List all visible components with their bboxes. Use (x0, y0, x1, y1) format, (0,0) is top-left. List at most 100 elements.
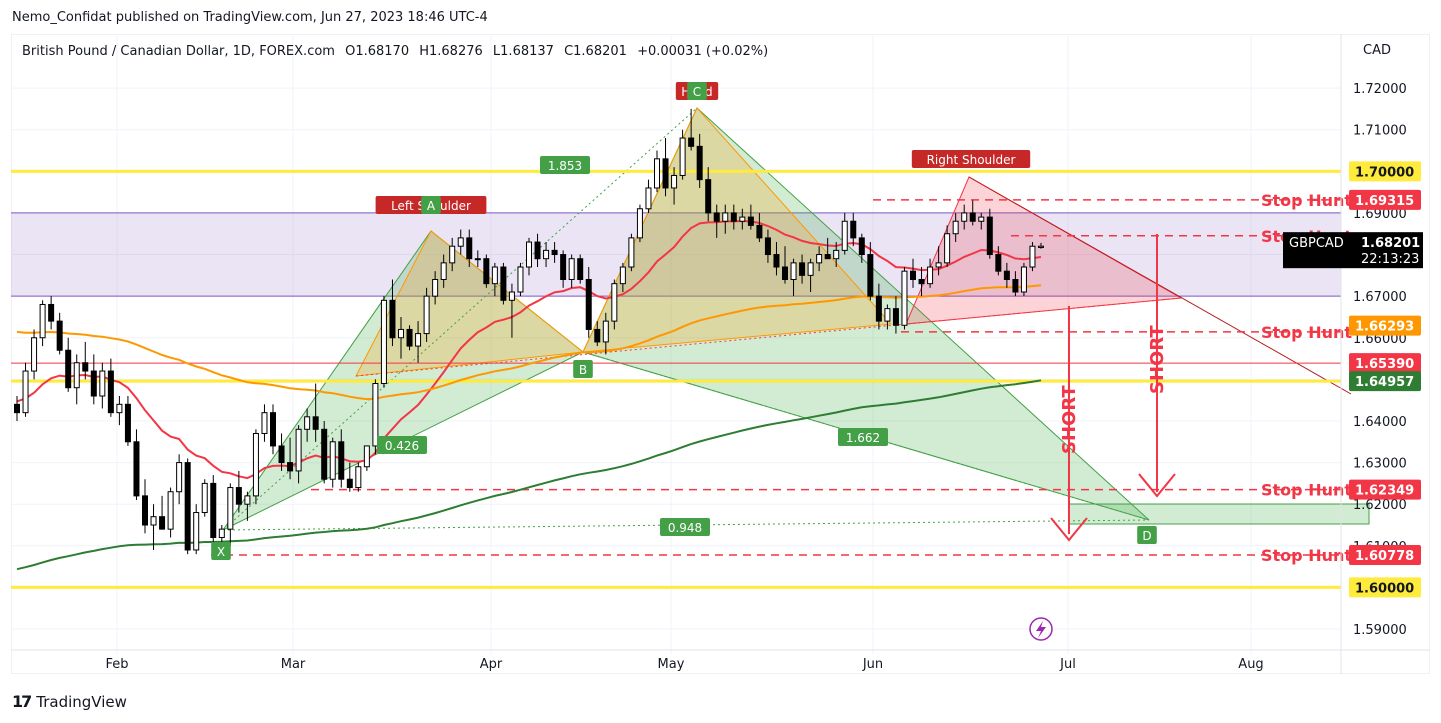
short-arrow-1-head (1050, 517, 1088, 542)
candle-body (107, 370, 114, 414)
candle-body (398, 328, 404, 339)
tradingview-wordmark: TradingView (36, 692, 127, 711)
candle-body (235, 487, 242, 505)
candle-body (1003, 270, 1010, 281)
candle-body (679, 137, 686, 176)
candle-body (227, 487, 234, 530)
point-c-label-bg (687, 82, 707, 100)
candle-body (116, 403, 123, 414)
y-tick-label: 1.59000 (1353, 623, 1407, 638)
stop-hunt-label: Stop Hunt (1261, 481, 1352, 500)
y-tick-label: 1.71000 (1353, 124, 1407, 139)
candle-body (901, 270, 908, 326)
candle-body (688, 137, 695, 147)
candle-body (159, 516, 166, 530)
price-tag: 1.65390 (1355, 357, 1414, 372)
candle-body (910, 270, 916, 281)
candle-body (645, 187, 652, 210)
candle-body (48, 303, 55, 322)
candle-body (491, 266, 498, 285)
candle-body (671, 174, 678, 189)
short-arrow-2-head (1138, 473, 1176, 498)
candle-body (628, 237, 635, 268)
candle-body (82, 362, 89, 372)
candle-body (372, 383, 379, 447)
candle-body (782, 266, 788, 281)
ohlc-high: H1.68276 (419, 44, 483, 59)
candle-body (150, 516, 157, 526)
candle-body (662, 158, 669, 189)
candle-body (961, 212, 968, 222)
ratio-label-bg (540, 156, 590, 174)
candle-body (167, 491, 174, 530)
short-label: SHORT (1147, 325, 1168, 394)
tradingview-logo-icon: 17 (12, 692, 32, 711)
stop-hunt-label: Stop Hunt (1261, 323, 1352, 342)
candle-body (986, 216, 993, 256)
candle-body (790, 262, 797, 281)
candle-body (850, 220, 857, 239)
candle-body (432, 279, 439, 297)
neckline (355, 297, 1182, 377)
candle-body (585, 279, 592, 330)
resistance-zone (11, 212, 1341, 297)
candle-body (99, 370, 106, 397)
candle-body (449, 245, 456, 264)
price-tag: 1.60778 (1355, 549, 1414, 564)
candle-body (321, 428, 328, 480)
candle-body (252, 432, 259, 497)
candle-body (90, 370, 97, 397)
stop-hunt-label: Stop Hunt (1261, 191, 1352, 210)
candle-body (816, 254, 823, 264)
countdown-timer: 22:13:23 (1361, 252, 1419, 267)
candle-body (568, 258, 575, 281)
x-tick-label: Aug (1238, 657, 1263, 672)
candlestick-chart[interactable]: SHORT SHORT Stop Hunt Stop Hunt Stop Hunt St… (10, 33, 1431, 675)
candle-body (875, 295, 882, 322)
stop-hunt-label: Stop Hunt (1261, 546, 1352, 565)
y-tick-label: 1.69000 (1353, 207, 1407, 222)
x-tick-label: Mar (281, 657, 306, 672)
symbol-name[interactable]: British Pound / Canadian Dollar, 1D, FOR… (22, 44, 335, 59)
ratio-label-bg (660, 518, 710, 536)
candle-body (338, 441, 345, 480)
candle-body (312, 416, 319, 430)
candle-body (722, 212, 729, 222)
point-b-label: B (579, 363, 587, 377)
right-shoulder-label-bg (911, 150, 1031, 168)
candle-body (577, 258, 584, 281)
candle-body (355, 466, 362, 489)
candle-body (1038, 245, 1044, 248)
candle-body (713, 212, 720, 222)
candle-body (611, 283, 618, 322)
candle-body (1012, 279, 1019, 293)
x-tick-label: Jul (1059, 657, 1076, 672)
y-tick-label: 1.62000 (1353, 498, 1407, 513)
candle-body (31, 337, 38, 372)
candle-body (824, 254, 831, 260)
candle-body (389, 299, 396, 339)
candle-body (304, 416, 311, 430)
last-price-value: 1.68201 (1361, 236, 1420, 251)
candle-body (517, 266, 524, 293)
ohlc-low: L1.68137 (492, 44, 554, 59)
price-tag-bg (1349, 371, 1421, 392)
candle-body (210, 482, 217, 538)
candle-body (944, 233, 951, 264)
chart-area[interactable]: SHORT SHORT Stop Hunt Stop Hunt Stop Hunt St… (10, 33, 1431, 675)
candle-body (543, 249, 550, 260)
candle-body (534, 241, 541, 260)
candle-body (184, 462, 191, 551)
ohlc-open: O1.68170 (345, 44, 410, 59)
lightning-icon-bolt (1036, 621, 1046, 638)
candle-body (756, 224, 763, 239)
chart-legend: British Pound / Canadian Dollar, 1D, FOR… (22, 44, 774, 59)
candle-body (807, 262, 814, 276)
candle-body (466, 237, 473, 260)
y-tick-label: 1.72000 (1353, 82, 1407, 97)
right-shoulder-label: Right Shoulder (927, 153, 1016, 167)
point-a-label-bg (421, 196, 441, 214)
tradingview-logo[interactable]: 17 TradingView (12, 692, 127, 711)
x-tick-label: Feb (105, 657, 128, 672)
candle-body (142, 495, 148, 526)
